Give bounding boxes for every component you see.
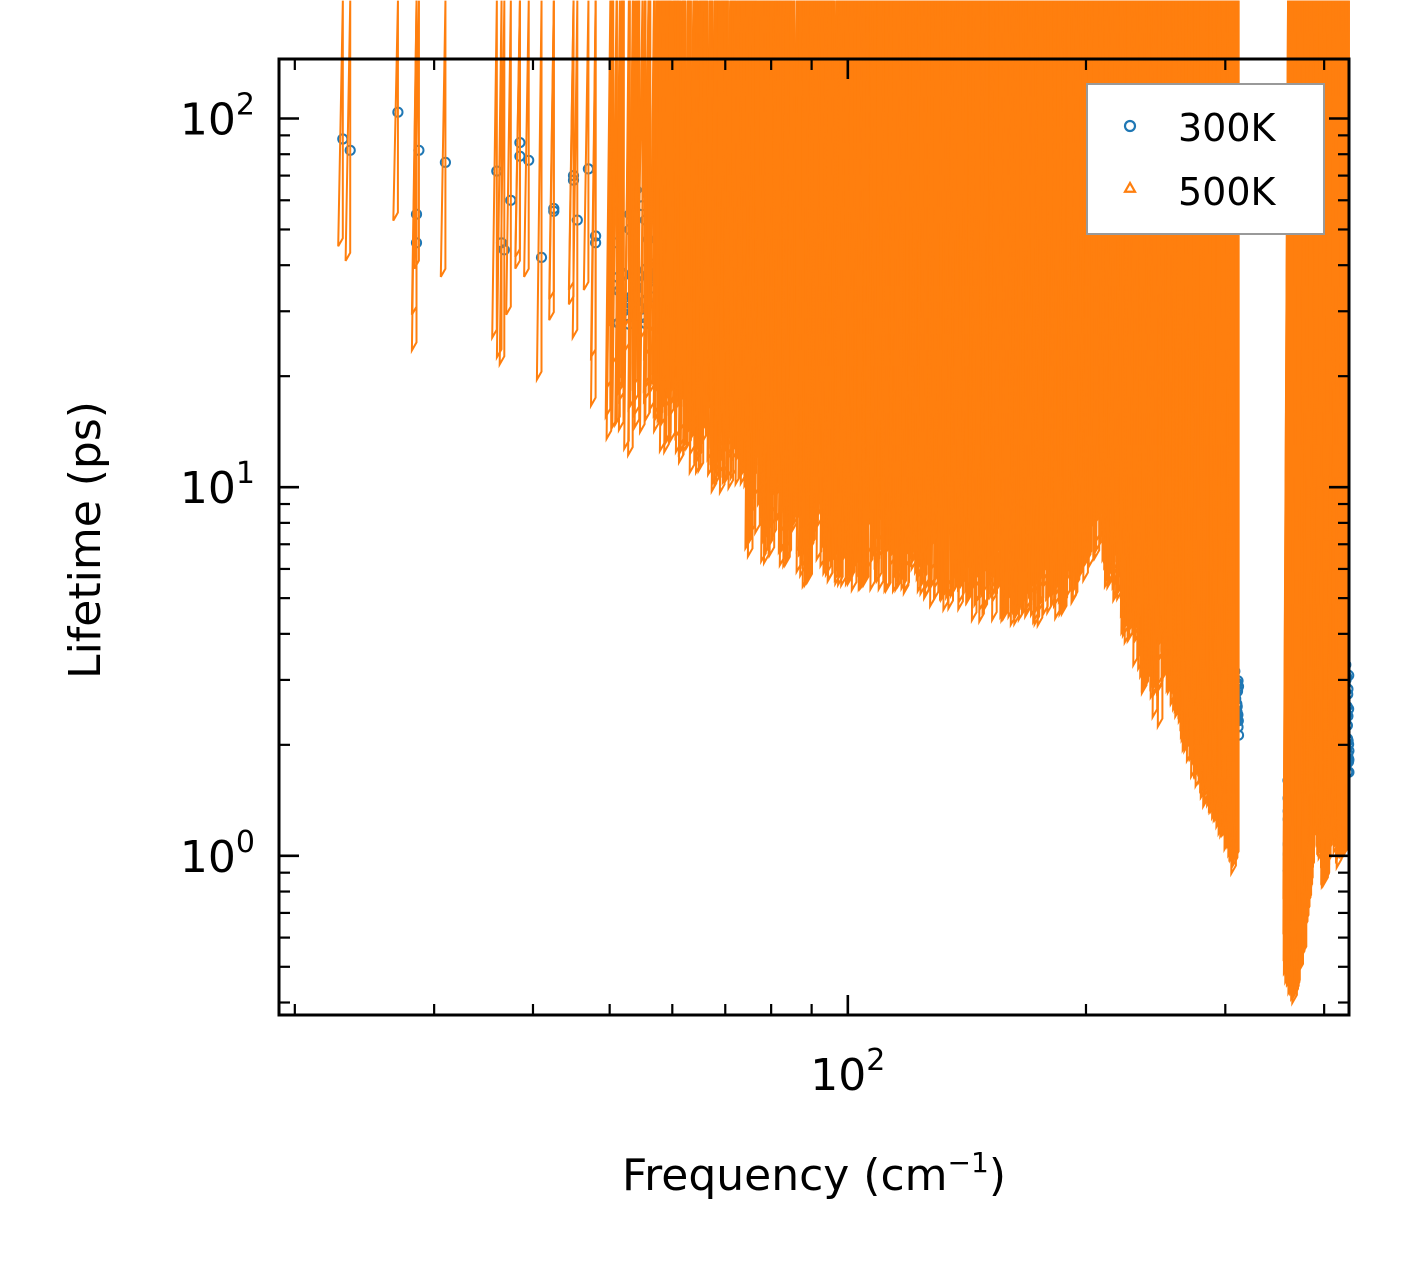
data-points-layer xyxy=(337,0,1355,1007)
point-500k xyxy=(710,0,718,496)
